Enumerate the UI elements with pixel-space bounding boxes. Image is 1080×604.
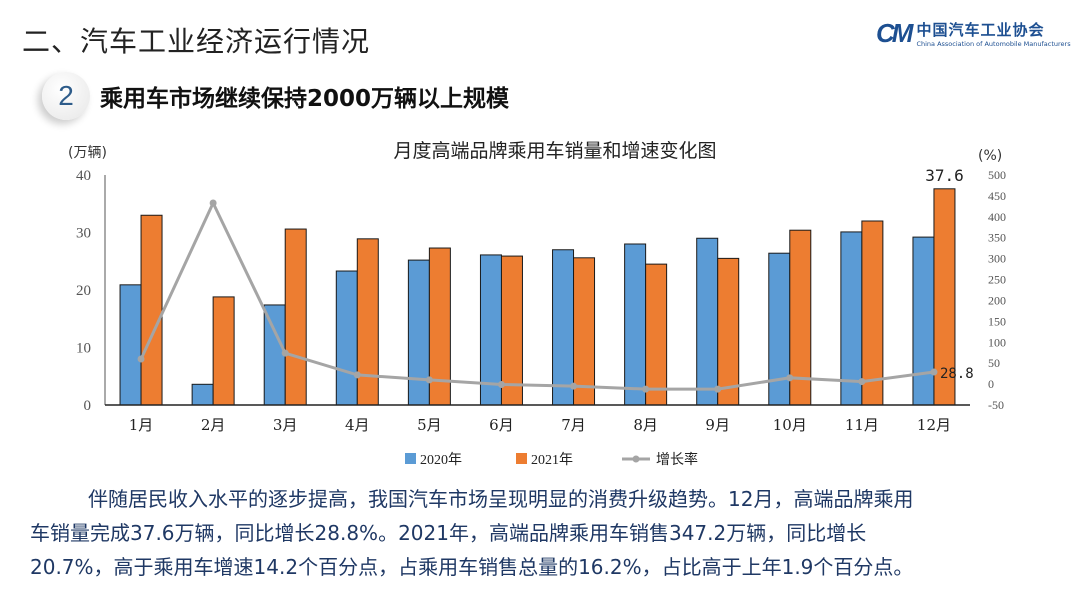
x-tick-label: 7月	[561, 416, 586, 434]
legend-swatch-2021	[516, 453, 527, 464]
bar-2021	[284, 228, 307, 406]
bar-2020	[552, 249, 575, 406]
x-tick-label: 6月	[489, 416, 514, 434]
bar-2021	[140, 214, 163, 406]
growth-point	[570, 382, 578, 390]
left-axis-label: (万辆)	[68, 145, 107, 161]
growth-point	[714, 385, 722, 393]
chart: 月度高端品牌乘用车销量和增速变化图 (万辆) (%) 0 10 20 30 40 -50 0…	[68, 140, 1006, 468]
growth-point	[425, 376, 433, 384]
right-tick-label: 350	[988, 231, 1006, 245]
right-tick-label: 300	[988, 252, 1006, 266]
growth-point	[281, 349, 289, 357]
right-axis-label: (%)	[978, 148, 1002, 164]
right-tick-label: 250	[988, 273, 1006, 287]
chart-title: 月度高端品牌乘用车销量和增速变化图	[393, 140, 716, 162]
left-tick-label: 20	[76, 283, 91, 299]
bar-2021	[356, 238, 379, 406]
growth-point	[209, 199, 217, 207]
growth-point	[642, 385, 650, 393]
bar-2020	[263, 304, 286, 406]
growth-point	[497, 381, 505, 389]
caam-logo: CM 中国汽车工业协会 China Association of Automob…	[876, 18, 1071, 49]
bar-2020	[119, 284, 142, 406]
right-tick-label: 500	[988, 168, 1006, 182]
x-tick-label: 11月	[845, 416, 879, 434]
right-tick-label: 100	[988, 335, 1006, 349]
slide-title: 二、汽车工业经济运行情况	[22, 25, 371, 58]
x-tick-label: 2月	[201, 416, 226, 434]
bar-2020	[335, 270, 358, 406]
x-tick-label: 5月	[417, 416, 442, 434]
right-tick-label: 50	[988, 356, 1000, 370]
growth-point	[930, 368, 938, 376]
data-label-growth-dec: 28.8	[940, 366, 974, 382]
section-heading: 2 乘用车市场继续保持2000万辆以上规模	[42, 72, 509, 120]
bar-2021	[500, 255, 523, 406]
logo-mark-icon: CM	[876, 18, 913, 48]
x-tick-label: 3月	[273, 416, 298, 434]
right-tick-label: -50	[988, 398, 1004, 412]
left-tick-label: 0	[84, 398, 92, 414]
growth-point	[353, 371, 361, 379]
bar-2021	[645, 263, 668, 406]
left-tick-label: 10	[76, 341, 91, 357]
x-tick-label: 1月	[129, 416, 154, 434]
left-tick-label: 40	[76, 168, 91, 184]
bar-2021	[212, 296, 235, 406]
bar-2020	[696, 237, 719, 406]
x-tick-label: 9月	[705, 416, 730, 434]
x-tick-label: 10月	[773, 416, 807, 434]
right-tick-label: 150	[988, 314, 1006, 328]
bar-2020	[912, 236, 935, 406]
section-number: 2	[42, 72, 90, 120]
paragraph-line: 伴随居民收入水平的逐步提高，我国汽车市场呈现明显的消费升级趋势。12月，高端品牌…	[88, 487, 914, 511]
growth-point	[786, 374, 794, 382]
bar-2020	[768, 252, 791, 406]
legend-label-growth: 增长率	[656, 451, 698, 468]
growth-point	[858, 378, 866, 386]
section-title: 乘用车市场继续保持2000万辆以上规模	[100, 86, 510, 112]
legend-label-2021: 2021年	[531, 452, 573, 468]
bar-2020	[840, 231, 863, 406]
right-tick-label: 400	[988, 210, 1006, 224]
bar-2020	[624, 243, 647, 406]
right-tick-label: 0	[988, 377, 994, 391]
legend-swatch-2020	[405, 453, 416, 464]
right-tick-label: 450	[988, 189, 1006, 203]
logo-en: China Association of Automobile Manufact…	[916, 40, 1071, 48]
bar-2021	[861, 220, 884, 406]
right-tick-label: 200	[988, 293, 1006, 307]
growth-line	[139, 199, 935, 391]
paragraph-line: 20.7%，高于乘用车增速14.2个百分点，占乘用车销售总量的16.2%，占比高…	[30, 555, 914, 579]
bar-2021	[573, 257, 596, 406]
growth-point	[137, 355, 145, 363]
logo-cn: 中国汽车工业协会	[916, 21, 1045, 39]
x-tick-label: 12月	[917, 416, 951, 434]
legend-marker-growth	[632, 455, 640, 463]
data-label-2021-dec: 37.6	[925, 166, 964, 185]
bar-2020	[407, 259, 430, 406]
bar-2021	[717, 257, 740, 406]
left-tick-label: 30	[76, 226, 91, 242]
x-tick-label: 4月	[345, 416, 370, 434]
x-tick-label: 8月	[633, 416, 658, 434]
summary-paragraph: 伴随居民收入水平的逐步提高，我国汽车市场呈现明显的消费升级趋势。12月，高端品牌…	[30, 482, 1060, 584]
legend-label-2020: 2020年	[420, 452, 462, 468]
bar-2020	[191, 383, 214, 406]
paragraph-line: 车销量完成37.6万辆，同比增长28.8%。2021年，高端品牌乘用车销售347…	[30, 521, 867, 545]
